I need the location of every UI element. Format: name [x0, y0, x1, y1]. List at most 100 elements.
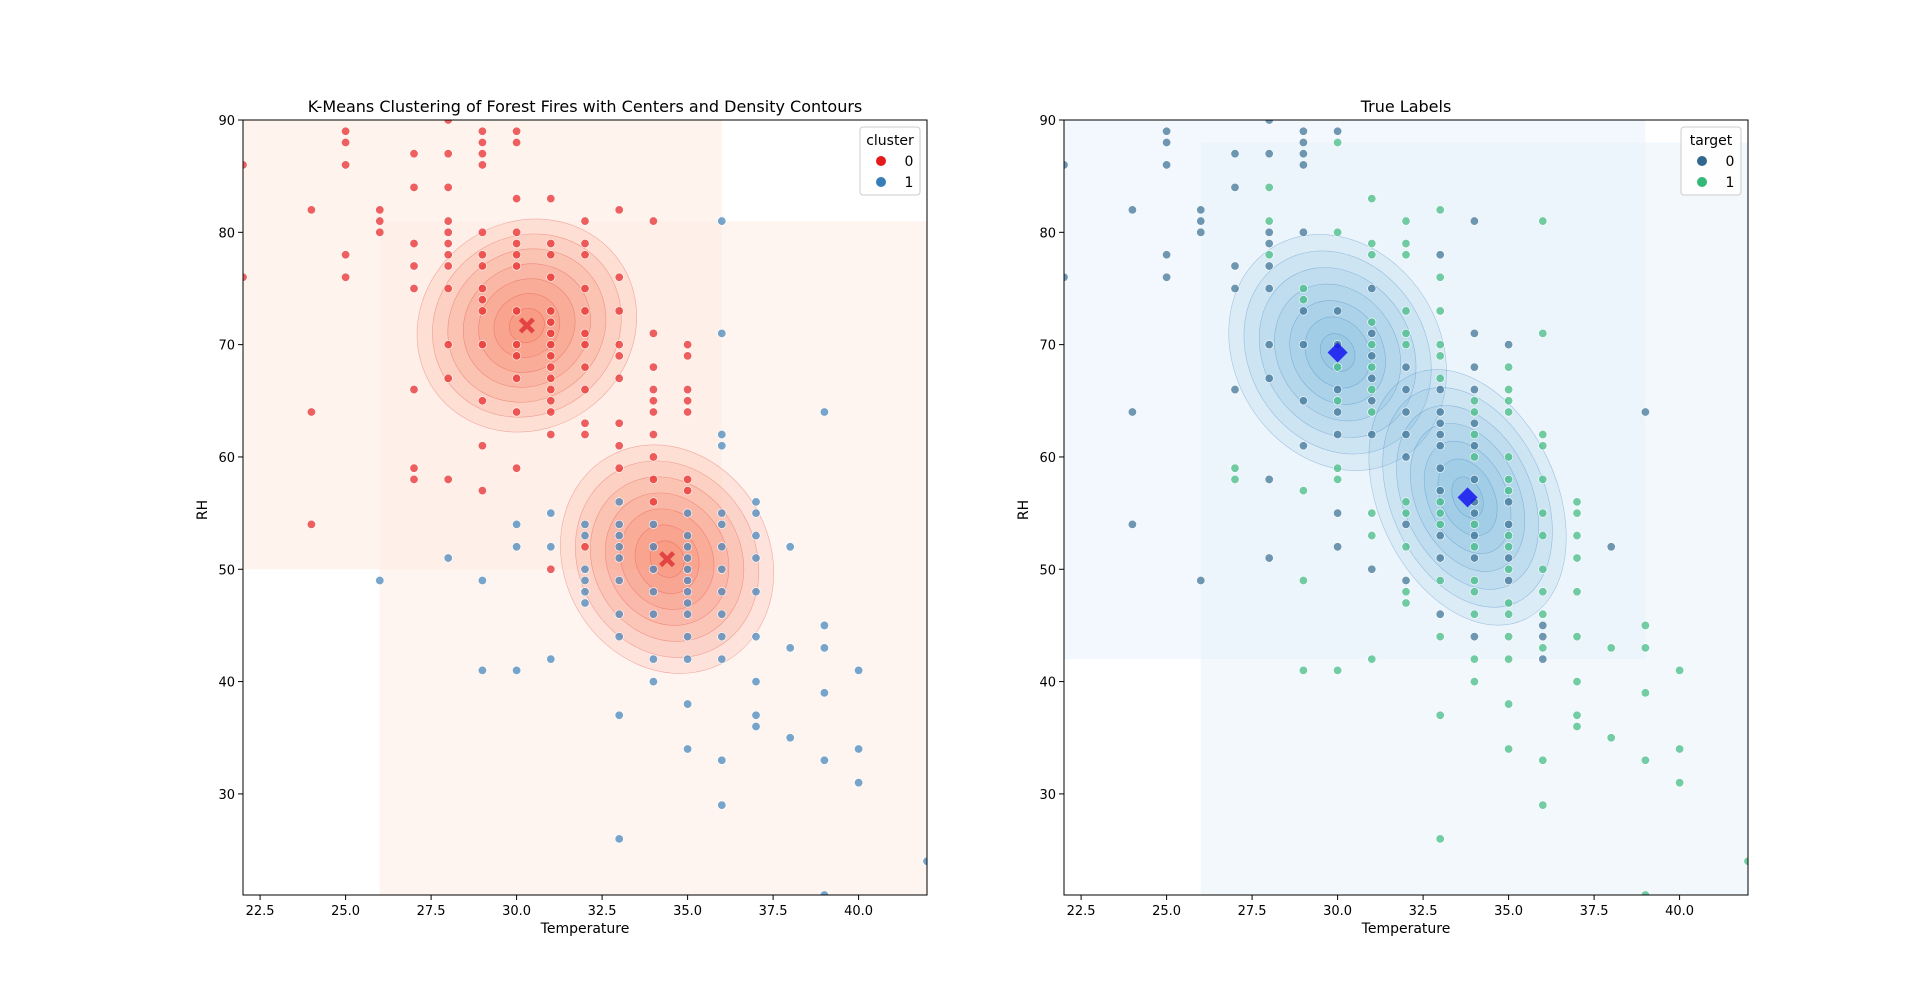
data-point — [512, 407, 522, 417]
data-point — [1333, 385, 1343, 395]
data-point — [1469, 216, 1479, 226]
data-point — [1333, 362, 1343, 372]
data-point — [751, 587, 761, 597]
y-tick-label: 30 — [1039, 788, 1056, 803]
cluster-centers — [518, 317, 676, 568]
data-point — [1264, 216, 1274, 226]
data-point — [1538, 587, 1548, 597]
data-point — [477, 160, 487, 170]
data-point — [1264, 553, 1274, 563]
data-point — [477, 149, 487, 159]
data-point — [306, 205, 316, 215]
data-point — [683, 474, 693, 484]
data-point — [546, 407, 556, 417]
data-point — [409, 182, 419, 192]
data-point — [1538, 620, 1548, 630]
data-point — [717, 519, 727, 529]
data-point — [1196, 216, 1206, 226]
x-tick-label: 37.5 — [1580, 904, 1609, 919]
data-point — [1469, 531, 1479, 541]
data-point — [512, 250, 522, 260]
data-point — [614, 710, 624, 720]
x-tick-label: 30.0 — [1323, 904, 1352, 919]
data-point — [546, 328, 556, 338]
data-point — [1162, 272, 1172, 282]
data-point — [717, 800, 727, 810]
legend-marker-0 — [876, 156, 886, 166]
data-point — [683, 407, 693, 417]
data-point — [580, 250, 590, 260]
plot-frame — [1063, 119, 1749, 896]
data-point — [1162, 250, 1172, 260]
data-point — [717, 542, 727, 552]
x-tick-label: 32.5 — [1409, 904, 1438, 919]
data-point — [683, 564, 693, 574]
data-point — [1298, 441, 1308, 451]
data-point — [717, 654, 727, 664]
data-point — [1298, 149, 1308, 159]
data-point — [306, 407, 316, 417]
data-point — [1504, 699, 1514, 709]
data-point — [1401, 362, 1411, 372]
data-point — [1230, 463, 1240, 473]
y-tick-label: 90 — [1039, 114, 1056, 129]
data-point — [614, 632, 624, 642]
data-point — [785, 542, 795, 552]
data-point — [1230, 149, 1240, 159]
data-point — [1333, 407, 1343, 417]
data-point — [1298, 283, 1308, 293]
data-point — [1333, 306, 1343, 316]
data-point — [512, 542, 522, 552]
data-point — [1469, 677, 1479, 687]
data-point — [1264, 283, 1274, 293]
data-point — [1469, 519, 1479, 529]
data-point — [1230, 182, 1240, 192]
data-point — [785, 643, 795, 653]
data-point — [1127, 205, 1137, 215]
data-point — [580, 587, 590, 597]
data-point — [1743, 856, 1748, 866]
data-point — [648, 654, 658, 664]
data-point — [614, 609, 624, 619]
data-point — [1435, 429, 1445, 439]
data-point — [819, 688, 829, 698]
data-point — [1435, 340, 1445, 350]
center-marker — [659, 551, 676, 568]
data-point — [1538, 800, 1548, 810]
data-point — [1435, 407, 1445, 417]
data-point — [1572, 632, 1582, 642]
data-point — [614, 340, 624, 350]
data-point — [477, 126, 487, 136]
data-point — [1504, 519, 1514, 529]
data-point — [512, 463, 522, 473]
data-point — [1538, 328, 1548, 338]
data-point — [443, 340, 453, 350]
data-point — [751, 531, 761, 541]
data-point — [683, 508, 693, 518]
data-point — [409, 283, 419, 293]
data-point — [580, 418, 590, 428]
data-point — [477, 441, 487, 451]
data-point — [1401, 452, 1411, 462]
data-point — [648, 497, 658, 507]
data-point — [409, 261, 419, 271]
data-point — [1230, 385, 1240, 395]
data-point — [648, 385, 658, 395]
data-point — [1196, 205, 1206, 215]
data-point — [580, 576, 590, 586]
x-axis-label: Temperature — [540, 921, 630, 937]
data-point — [1640, 407, 1650, 417]
data-point — [512, 306, 522, 316]
data-point — [1469, 418, 1479, 428]
data-point — [1435, 306, 1445, 316]
data-point — [1162, 137, 1172, 147]
data-point — [717, 328, 727, 338]
data-point — [1435, 508, 1445, 518]
data-point — [546, 542, 556, 552]
x-tick-label: 22.5 — [1067, 904, 1096, 919]
data-point — [683, 576, 693, 586]
data-point — [341, 126, 351, 136]
data-point — [1401, 340, 1411, 350]
data-point — [1538, 755, 1548, 765]
x-tick-label: 25.0 — [1152, 904, 1181, 919]
